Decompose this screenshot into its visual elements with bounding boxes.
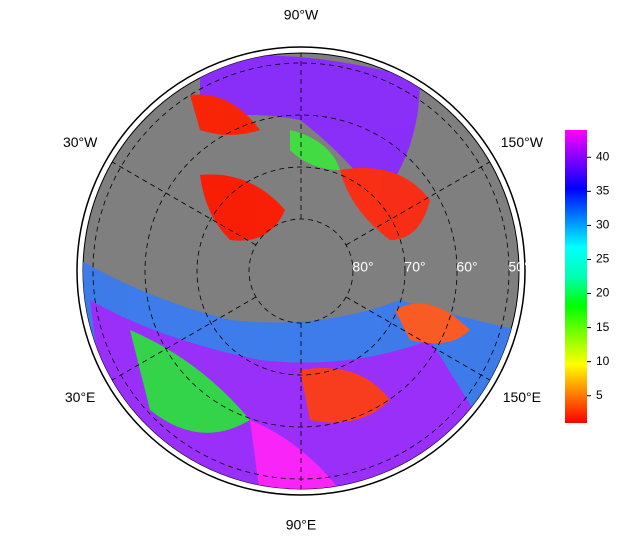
field-patch [200,174,285,241]
longitude-line [345,296,490,381]
field-patch [130,330,250,433]
graticule [92,53,510,489]
field-patch [250,420,340,489]
latitude-label: 70° [404,259,425,275]
field-patch [90,300,480,489]
colorbar-tick-label: 35 [596,183,610,197]
longitude-line [112,161,257,246]
colorbar-tick-label: 40 [596,149,610,163]
longitude-label: 90°E [286,517,317,533]
colorbar-tick-label: 15 [596,320,610,334]
latitude-circle [196,166,406,376]
field-patch [340,168,430,240]
longitude-label: 30°W [63,134,98,150]
field-imagery [83,55,519,489]
colorbar-tick-label: 30 [596,218,610,232]
field-patch [395,303,470,344]
longitude-line [112,296,257,381]
field-patch [290,130,340,170]
latitude-label: 60° [456,259,477,275]
outer-ring [76,46,526,496]
colorbar-tick-label: 10 [596,354,610,368]
colorbar-tick-label: 20 [596,286,610,300]
latitude-label: 80° [352,259,373,275]
field-patch [300,368,390,423]
colorbar-tick-label: 25 [596,252,610,266]
field-patch [190,94,260,135]
longitude-label: 90°W [284,7,319,23]
longitude-line [345,161,490,246]
longitude-label: 150°W [501,134,544,150]
colorbar [565,130,587,423]
colorbar-tick-label: 5 [596,388,603,402]
longitude-label: 150°E [503,389,541,405]
field-patch [200,55,420,200]
latitude-label: 50° [508,259,529,275]
longitude-label: 30°E [65,389,96,405]
